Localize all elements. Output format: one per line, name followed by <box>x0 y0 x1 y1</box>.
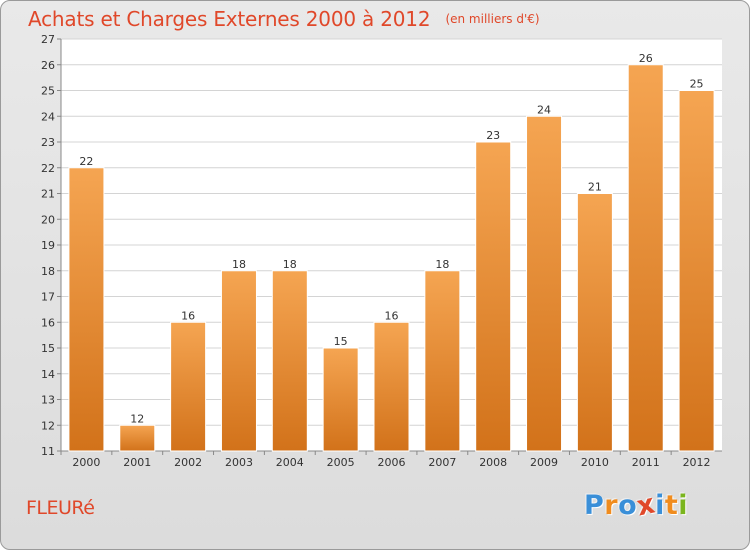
bar-2007 <box>424 270 461 452</box>
data-label-2004: 18 <box>283 258 297 271</box>
commune-name: FLEURé <box>26 497 95 519</box>
x-tick-label-2005: 2005 <box>327 456 355 469</box>
brand-letter: i <box>655 490 665 521</box>
bar-2003 <box>220 270 257 452</box>
proxiti-logo: Proxiti <box>584 488 689 522</box>
data-label-2010: 21 <box>588 181 602 194</box>
data-label-2012: 25 <box>690 78 704 91</box>
brand-letter: o <box>618 490 638 521</box>
bar-2004 <box>271 270 308 452</box>
data-label-2006: 16 <box>385 309 399 322</box>
data-label-2002: 16 <box>181 309 195 322</box>
x-tick-label-2003: 2003 <box>225 456 253 469</box>
data-label-2011: 26 <box>639 52 653 65</box>
bar-2001 <box>119 424 156 452</box>
x-tick-label-2001: 2001 <box>123 456 151 469</box>
bar-2008 <box>475 141 512 452</box>
x-tick-label-2010: 2010 <box>581 456 609 469</box>
bar-2006 <box>373 321 410 452</box>
x-tick-label-2006: 2006 <box>378 456 406 469</box>
data-label-2003: 18 <box>232 258 246 271</box>
y-tick-label: 16 <box>41 316 55 329</box>
y-tick-label: 15 <box>41 342 55 355</box>
x-tick-label-2012: 2012 <box>683 456 711 469</box>
y-tick-label: 27 <box>41 33 55 46</box>
bar-2011 <box>627 64 664 452</box>
chart-title-text: Achats et Charges Externes 2000 à 2012 <box>28 7 431 31</box>
brand-letter: P <box>584 490 605 521</box>
data-label-2000: 22 <box>79 155 93 168</box>
x-tick-label-2004: 2004 <box>276 456 304 469</box>
bar-2002 <box>170 321 207 452</box>
y-tick-label: 21 <box>41 188 55 201</box>
y-tick-label: 12 <box>41 419 55 432</box>
y-tick-label: 23 <box>41 136 55 149</box>
y-tick-label: 25 <box>41 85 55 98</box>
y-tick-label: 17 <box>41 291 55 304</box>
brand-letter: t <box>664 490 679 521</box>
x-tick-label-2008: 2008 <box>479 456 507 469</box>
x-tick-label-2000: 2000 <box>72 456 100 469</box>
brand-letter: i <box>678 490 689 521</box>
bar-2010 <box>576 193 613 452</box>
bar-2000 <box>68 167 105 452</box>
data-label-2001: 12 <box>130 412 144 425</box>
y-tick-label: 13 <box>41 394 55 407</box>
data-label-2005: 15 <box>334 335 348 348</box>
y-tick-label: 18 <box>41 265 55 278</box>
bar-2012 <box>678 90 715 452</box>
y-tick-label: 11 <box>41 445 55 458</box>
data-label-2007: 18 <box>435 258 449 271</box>
y-tick-label: 22 <box>41 162 55 175</box>
bar-2009 <box>526 115 563 452</box>
chart-title: Achats et Charges Externes 2000 à 2012 (… <box>28 7 540 31</box>
data-label-2009: 24 <box>537 103 551 116</box>
x-tick-label-2007: 2007 <box>428 456 456 469</box>
y-tick-label: 14 <box>41 368 55 381</box>
data-label-2008: 23 <box>486 129 500 142</box>
x-tick-label-2011: 2011 <box>632 456 660 469</box>
x-tick-label-2002: 2002 <box>174 456 202 469</box>
brand-letter: r <box>604 490 619 521</box>
x-tick-label-2009: 2009 <box>530 456 558 469</box>
chart-unit-label: (en milliers d'€) <box>445 12 540 26</box>
bar-2005 <box>322 347 359 452</box>
y-tick-label: 19 <box>41 239 55 252</box>
y-tick-label: 26 <box>41 59 55 72</box>
y-tick-label: 24 <box>41 110 55 123</box>
y-tick-label: 20 <box>41 213 55 226</box>
